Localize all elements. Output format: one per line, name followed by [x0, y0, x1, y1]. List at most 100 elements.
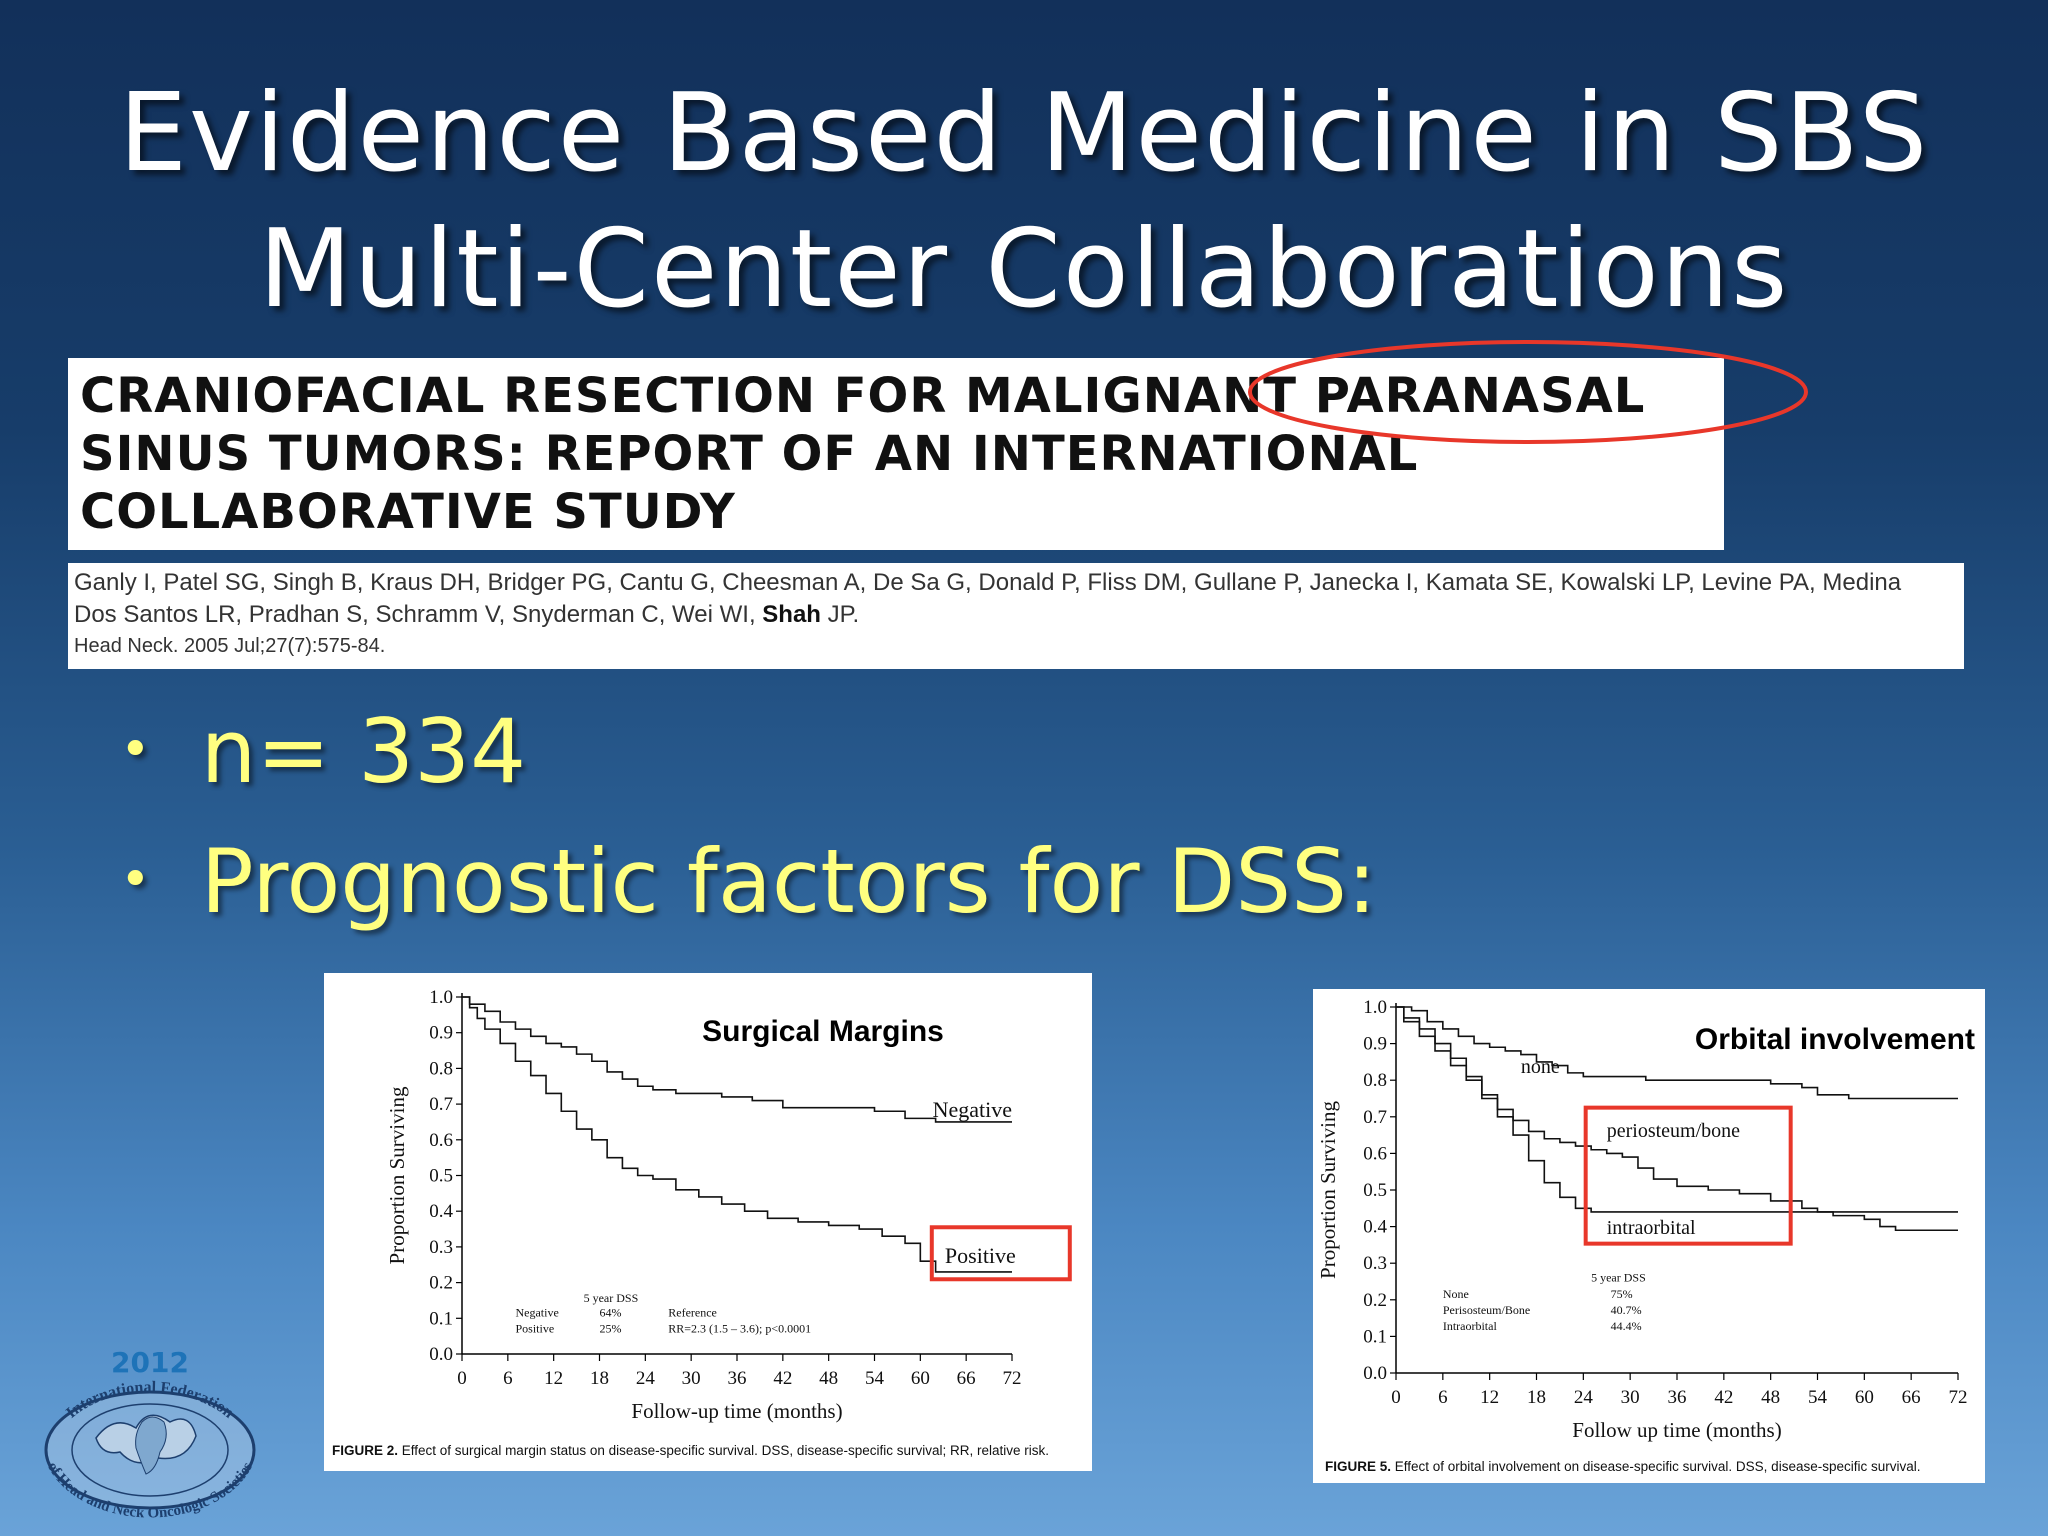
- y-tick-label: 0.5: [1363, 1180, 1387, 1201]
- table-cell: RR=2.3 (1.5 – 3.6); p<0.0001: [668, 1322, 811, 1336]
- y-tick-label: 0.4: [1363, 1217, 1387, 1238]
- x-tick-label: 30: [682, 1368, 701, 1389]
- authors-line-1: Ganly I, Patel SG, Singh B, Kraus DH, Br…: [74, 569, 1902, 596]
- series-label-positive: Positive: [945, 1243, 1016, 1268]
- chart-orbital-involvement: 0.0 0.1 0.2 0.3 0.4 0.5 0.6 0.7 0.8 0.9 1.0 0 6 12 18 2…: [1313, 989, 1985, 1483]
- x-tick-label: 18: [590, 1368, 609, 1389]
- chart-1-svg: 0.0 0.1 0.2 0.3 0.4 0.5 0.6 0.7 0.8 0.9 1.0 0 6 12 18 2…: [1316, 997, 1975, 1474]
- x-tick-label: 54: [1808, 1387, 1828, 1408]
- series-label-none: none: [1521, 1056, 1560, 1078]
- x-tick-label: 48: [1761, 1387, 1780, 1408]
- figure-caption: FIGURE 5. Effect of orbital involvement …: [1325, 1459, 1921, 1474]
- paper-title-line-3: COLLABORATIVE STUDY: [80, 484, 736, 540]
- x-tick-label: 0: [1391, 1387, 1401, 1408]
- y-tick-label: 0.2: [1363, 1290, 1387, 1311]
- y-tick-label: 0.0: [1363, 1363, 1387, 1384]
- y-tick-label: 1.0: [429, 987, 453, 1008]
- x-tick-label: 66: [1902, 1387, 1921, 1408]
- series-line-negative: [462, 996, 1012, 1123]
- highlight-box: [1583, 1105, 1793, 1246]
- logo-year: 2012: [111, 1346, 189, 1379]
- positive-highlight-box: [929, 1225, 1072, 1282]
- paranasal-highlight-ellipse: [1248, 340, 1808, 444]
- y-tick-label: 0.4: [429, 1201, 453, 1222]
- x-axis-label: Follow up time (months): [1572, 1418, 1781, 1442]
- x-tick-label: 66: [957, 1368, 976, 1389]
- x-tick-label: 54: [865, 1368, 885, 1389]
- table-cell: Negative: [515, 1306, 558, 1320]
- paper-title-line-1: CRANIOFACIAL RESECTION FOR MALIGNANT PAR…: [80, 368, 1646, 424]
- y-tick-label: 0.3: [1363, 1253, 1387, 1274]
- table-cell: Positive: [515, 1322, 554, 1336]
- x-tick-label: 12: [544, 1368, 563, 1389]
- y-tick-label: 1.0: [1363, 997, 1387, 1018]
- x-tick-label: 30: [1621, 1387, 1640, 1408]
- paper-title-line-2: SINUS TUMORS: REPORT OF AN INTERNATIONAL: [80, 426, 1419, 482]
- table-cell: Reference: [668, 1306, 717, 1320]
- x-tick-label: 42: [1714, 1387, 1733, 1408]
- table-cell: Perisosteum/Bone: [1443, 1303, 1530, 1317]
- table-header: 5 year DSS: [1591, 1271, 1646, 1285]
- title-line-2: Multi-Center Collaborations: [258, 207, 1790, 332]
- series-line-none: [1396, 1006, 1958, 1100]
- x-tick-label: 60: [911, 1368, 930, 1389]
- y-tick-label: 0.6: [1363, 1143, 1387, 1164]
- table-cell: 75%: [1611, 1287, 1633, 1301]
- chart-title: Orbital involvement: [1695, 1023, 1975, 1056]
- chart-surgical-margins: 0.0 0.1 0.2 0.3 0.4 0.5 0.6 0.7 0.8 0.9 1.0 0 6 12 18 2…: [324, 973, 1092, 1471]
- authors-line-2: Dos Santos LR, Pradhan S, Schramm V, Sny…: [74, 601, 860, 628]
- x-tick-label: 6: [503, 1368, 513, 1389]
- x-tick-label: 0: [457, 1368, 467, 1389]
- table-cell: 64%: [600, 1306, 622, 1320]
- chart-0-svg: 0.0 0.1 0.2 0.3 0.4 0.5 0.6 0.7 0.8 0.9 1.0 0 6 12 18 2…: [332, 987, 1072, 1458]
- table-cell: Intraorbital: [1443, 1319, 1498, 1333]
- x-tick-label: 24: [1574, 1387, 1594, 1408]
- y-tick-label: 0.1: [429, 1308, 453, 1329]
- y-tick-label: 0.3: [429, 1237, 453, 1258]
- y-tick-label: 0.8: [1363, 1070, 1387, 1091]
- series-label-intraorbital: intraorbital: [1607, 1217, 1696, 1239]
- authors-box: Ganly I, Patel SG, Singh B, Kraus DH, Br…: [68, 563, 1964, 669]
- x-tick-label: 36: [728, 1368, 747, 1389]
- bullet-prognostic: • Prognostic factors for DSS:: [120, 830, 1377, 933]
- y-tick-label: 0.9: [1363, 1034, 1387, 1055]
- bullet-n: • n= 334: [120, 700, 527, 803]
- table-cell: None: [1443, 1287, 1469, 1301]
- y-tick-label: 0.7: [429, 1094, 453, 1115]
- x-tick-label: 60: [1855, 1387, 1874, 1408]
- y-tick-label: 0.2: [429, 1273, 453, 1294]
- y-tick-label: 0.1: [1363, 1326, 1387, 1347]
- figure-caption: FIGURE 2. Effect of surgical margin stat…: [332, 1443, 1049, 1458]
- x-tick-label: 72: [1003, 1368, 1022, 1389]
- x-axis-label: Follow-up time (months): [631, 1399, 842, 1423]
- table-header: 5 year DSS: [584, 1291, 639, 1305]
- series-line-intraorbital: [1396, 1006, 1958, 1213]
- y-axis-label: Proportion Surviving: [385, 1086, 409, 1264]
- title-line-1: Evidence Based Medicine in SBS: [118, 71, 1930, 196]
- x-tick-label: 72: [1949, 1387, 1968, 1408]
- y-tick-label: 0.7: [1363, 1107, 1387, 1128]
- table-cell: 44.4%: [1611, 1319, 1642, 1333]
- table-cell: 40.7%: [1611, 1303, 1642, 1317]
- x-tick-label: 12: [1480, 1387, 1499, 1408]
- y-tick-label: 0.8: [429, 1058, 453, 1079]
- series-label-negative: Negative: [933, 1097, 1012, 1122]
- x-tick-label: 36: [1668, 1387, 1687, 1408]
- y-tick-label: 0.5: [429, 1166, 453, 1187]
- slide-title: Evidence Based Medicine in SBS Multi-Cen…: [0, 66, 2048, 338]
- x-tick-label: 24: [636, 1368, 656, 1389]
- table-cell: 25%: [600, 1322, 622, 1336]
- y-tick-label: 0.9: [429, 1023, 453, 1044]
- y-tick-label: 0.6: [429, 1130, 453, 1151]
- logo-emblem: 2012 International Federation of Head an…: [44, 1346, 256, 1522]
- citation: Head Neck. 2005 Jul;27(7):575-84.: [74, 635, 386, 657]
- paper-title-box: CRANIOFACIAL RESECTION FOR MALIGNANT PAR…: [68, 340, 1808, 550]
- x-tick-label: 42: [773, 1368, 792, 1389]
- ifhnos-logo: 2012 International Federation of Head an…: [30, 1338, 280, 1532]
- x-tick-label: 48: [819, 1368, 838, 1389]
- x-tick-label: 6: [1438, 1387, 1448, 1408]
- y-tick-label: 0.0: [429, 1344, 453, 1365]
- series-label-periosteum: periosteum/bone: [1607, 1120, 1740, 1142]
- chart-title: Surgical Margins: [702, 1015, 944, 1048]
- y-axis-label: Proportion Surviving: [1316, 1101, 1340, 1279]
